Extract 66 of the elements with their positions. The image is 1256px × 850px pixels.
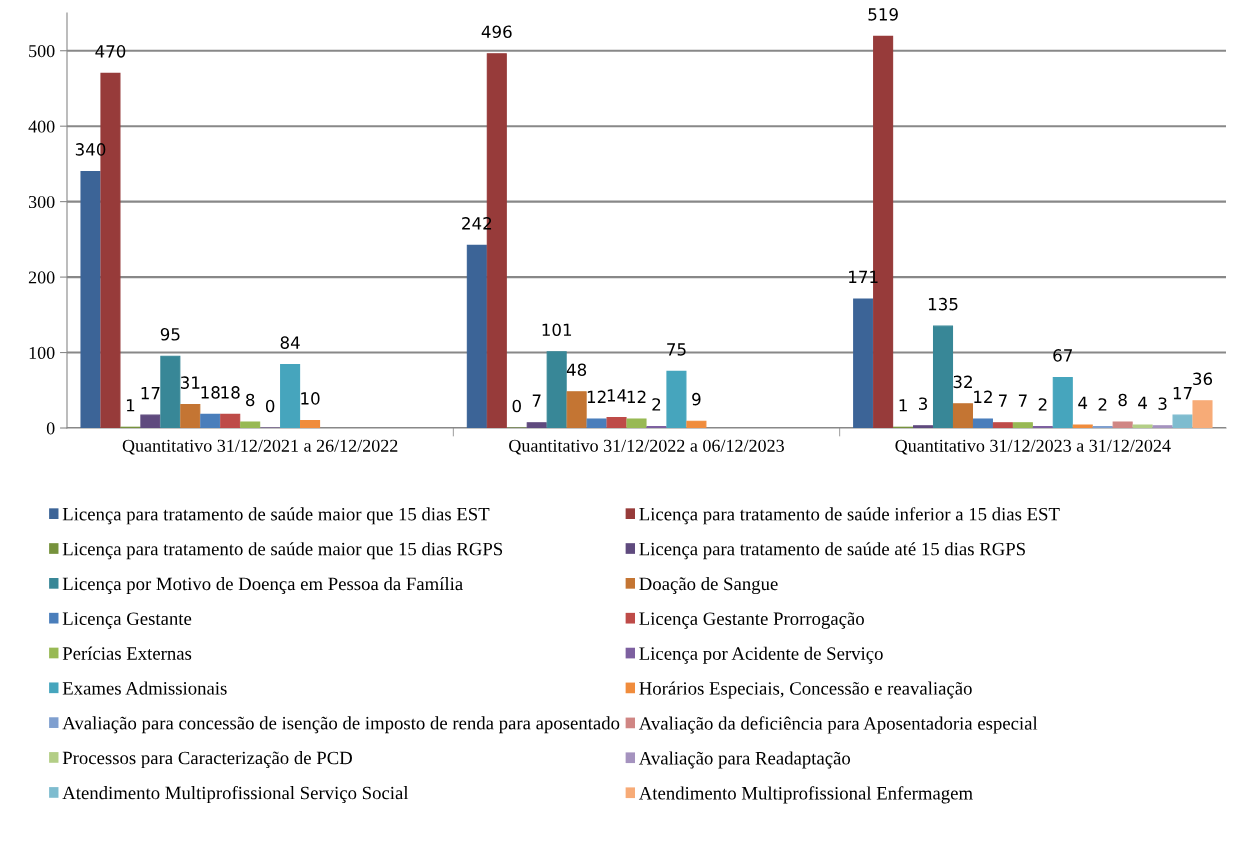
data-label: 36 (1193, 372, 1213, 386)
legend-label: Avaliação para concessão de isenção de imposto de renda para aposentado (62, 716, 620, 734)
data-label: 14 (607, 389, 627, 402)
data-label: 3 (919, 397, 928, 411)
data-label: 95 (160, 327, 180, 341)
data-label: 1 (126, 399, 135, 412)
legend-label: Perícias Externas (62, 646, 192, 660)
y-tick-label: 100 (29, 346, 55, 359)
data-label: 135 (928, 297, 958, 311)
y-tick-label: 200 (28, 271, 55, 284)
legend-label: Avaliação da deficiência para Aposentadoria especial (638, 716, 1038, 734)
y-tick-label: 400 (28, 120, 55, 133)
data-label: 0 (265, 399, 275, 413)
data-label: 2 (1098, 398, 1107, 411)
data-label: 2 (652, 398, 661, 411)
data-label: 12 (587, 390, 606, 403)
data-label: 17 (141, 387, 160, 400)
data-label: 31 (180, 376, 200, 389)
y-tick-label: 0 (46, 422, 55, 435)
data-label: 496 (481, 25, 512, 39)
x-tick-label: Quantitativo 31/12/2021 a 26/12/2022 (122, 439, 398, 455)
data-label: 470 (95, 45, 126, 58)
data-label: 7 (1018, 394, 1027, 407)
data-label: 4 (1078, 396, 1088, 410)
y-tick-label: 500 (29, 44, 55, 58)
data-label: 84 (280, 336, 300, 349)
data-label: 32 (953, 375, 972, 389)
legend-label: Licença para tratamento de saúde inferior a 15 dias EST (639, 507, 1060, 525)
legend-label: Licença para tratamento de saúde maior que 15 dias EST (62, 507, 490, 525)
data-label: 8 (1118, 393, 1127, 407)
legend-label: Licença para tratamento de saúde maior que 15 dias RGPS (62, 542, 503, 560)
legend-label: Licença por Acidente de Serviço (639, 646, 883, 664)
data-label: 0 (512, 399, 521, 413)
data-label: 3 (1158, 397, 1167, 411)
legend-label: Exames Admissionais (62, 681, 227, 695)
legend-label: Licença para tratamento de saúde até 15 dias RGPS (639, 542, 1025, 560)
data-label: 101 (542, 323, 572, 337)
legend-label: Licença Gestante (62, 612, 192, 629)
data-label: 18 (221, 386, 240, 399)
legend-label: Doação de Sangue (639, 576, 778, 595)
data-label: 519 (868, 8, 898, 21)
data-label: 8 (246, 393, 255, 407)
legend-label: Atendimento Multiprofissional Enfermagem (638, 786, 973, 804)
data-label: 75 (667, 343, 686, 356)
data-label: 9 (692, 392, 701, 406)
data-label: 2 (1038, 398, 1047, 411)
legend-label: Processos para Caracterização de PCD (62, 751, 352, 769)
y-tick-label: 300 (28, 195, 55, 209)
data-label: 4 (1138, 396, 1147, 410)
data-label: 12 (627, 390, 646, 403)
data-label: 48 (566, 363, 587, 377)
data-label: 12 (974, 390, 992, 403)
legend-label: Licença Gestante Prorrogação (639, 612, 864, 629)
data-label: 7 (532, 394, 541, 407)
legend-label: Avaliação para Readaptação (638, 751, 851, 769)
data-label: 1 (899, 399, 907, 412)
x-tick-label: Quantitativo 31/12/2022 a 06/12/2023 (509, 439, 784, 455)
x-tick-label: Quantitativo 31/12/2023 a 31/12/2024 (895, 439, 1171, 455)
data-label: 7 (998, 394, 1007, 407)
data-label: 67 (1053, 349, 1072, 362)
data-label: 18 (201, 386, 220, 399)
data-label: 17 (1173, 387, 1192, 400)
legend-label: Horários Especiais, Concessão e reavaliação (639, 681, 972, 699)
legend-label: Atendimento Multiprofissional Serviço Social (62, 785, 409, 804)
legend-label: Licença por Motivo de Doença em Pessoa da Família (62, 576, 463, 594)
data-label: 10 (301, 392, 320, 405)
